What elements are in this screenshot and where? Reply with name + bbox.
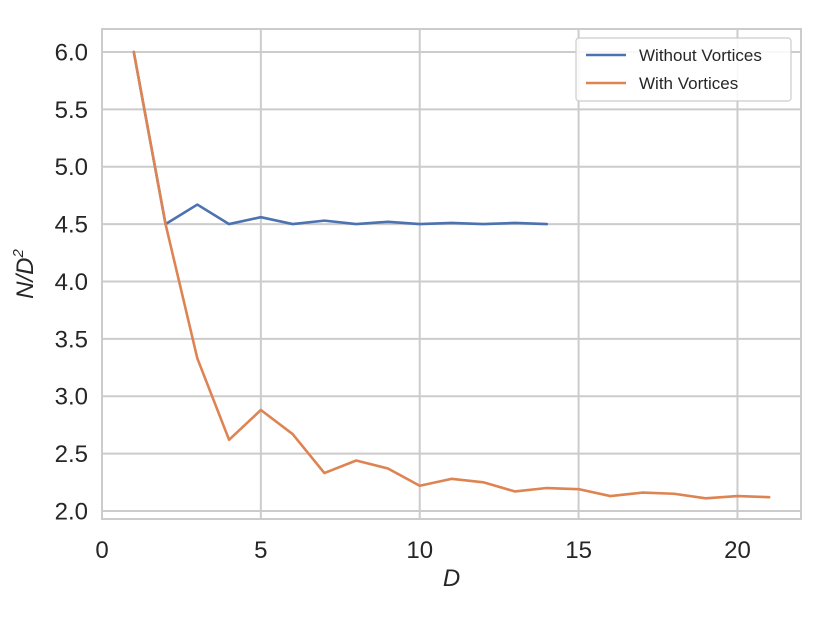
y-tick-label: 6.0 — [55, 39, 88, 66]
y-tick-label: 5.5 — [55, 97, 88, 124]
legend-label-with-vortices: With Vortices — [639, 74, 738, 93]
y-axis-label-superscript: 2 — [10, 249, 27, 259]
legend-label-without-vortices: Without Vortices — [639, 46, 762, 65]
legend: Without Vortices With Vortices — [575, 37, 792, 102]
series-layer — [132, 50, 771, 500]
y-tick-label: 4.0 — [55, 269, 88, 296]
legend-box — [575, 37, 792, 102]
x-tick-label: 5 — [254, 537, 267, 564]
series-line-without-vortices — [132, 50, 549, 226]
y-axis-label: N/D2 — [10, 249, 39, 299]
x-tick-label: 0 — [95, 537, 108, 564]
y-tick-label: 2.5 — [55, 441, 88, 468]
plot-frame — [101, 28, 802, 520]
y-tick-label: 3.5 — [55, 326, 88, 353]
y-tick-label: 3.0 — [55, 384, 88, 411]
y-tick-label: 2.0 — [55, 498, 88, 525]
x-tick-label: 10 — [406, 537, 433, 564]
x-tick-label: 15 — [565, 537, 592, 564]
series-line-with-vortices — [132, 50, 771, 500]
y-axis-label-base: N/D — [12, 258, 39, 299]
x-tick-label: 20 — [724, 537, 751, 564]
x-axis-label: D — [443, 565, 460, 592]
y-tick-label: 5.0 — [55, 154, 88, 181]
y-tick-label: 4.5 — [55, 212, 88, 239]
grid — [101, 29, 801, 519]
tick-labels: 0 5 10 15 20 2.0 2.5 3.0 3.5 4.0 4.5 5.0 5.5 6.0 — [55, 39, 751, 564]
